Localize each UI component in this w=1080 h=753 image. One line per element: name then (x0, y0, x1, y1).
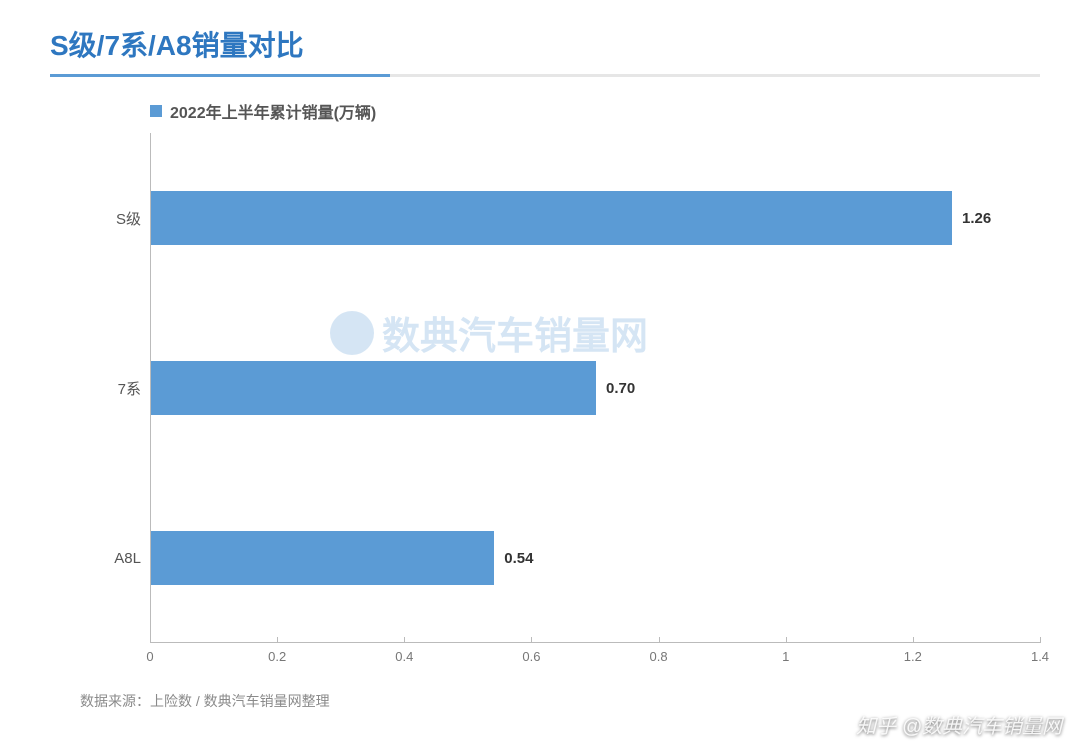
x-tick-mark (786, 637, 787, 643)
title-underline (50, 74, 1040, 77)
legend: 2022年上半年累计销量(万辆) (150, 99, 1040, 123)
x-axis-ticks: 00.20.40.60.811.21.4 (150, 643, 1040, 671)
source-note: 数据来源：上险数 / 数典汽车销量网整理 (80, 691, 1040, 711)
category-label: S级 (91, 208, 141, 229)
x-tick-label: 0.8 (650, 649, 668, 664)
x-tick-label: 0 (146, 649, 153, 664)
chart-area: S级1.267系0.70A8L0.54 00.20.40.60.811.21.4 (50, 133, 1040, 671)
x-tick-mark (531, 637, 532, 643)
x-tick-label: 1.4 (1031, 649, 1049, 664)
bar-row: A8L0.54 (151, 473, 1040, 643)
bar (151, 191, 952, 245)
bar (151, 531, 494, 585)
legend-swatch-icon (150, 105, 162, 117)
x-tick-mark (913, 637, 914, 643)
x-tick-label: 1.2 (904, 649, 922, 664)
chart-container: S级/7系/A8销量对比 2022年上半年累计销量(万辆) S级1.267系0.… (0, 0, 1080, 753)
x-tick-label: 0.6 (522, 649, 540, 664)
plot-area: S级1.267系0.70A8L0.54 (150, 133, 1040, 643)
category-label: A8L (91, 550, 141, 567)
x-tick-mark (659, 637, 660, 643)
bar-value-label: 0.70 (606, 380, 635, 397)
x-tick-label: 0.2 (268, 649, 286, 664)
x-tick-label: 1 (782, 649, 789, 664)
bar (151, 361, 596, 415)
category-label: 7系 (91, 378, 141, 399)
x-tick-mark (277, 637, 278, 643)
x-tick-mark (404, 637, 405, 643)
x-tick-label: 0.4 (395, 649, 413, 664)
chart-title: S级/7系/A8销量对比 (50, 20, 1040, 74)
bar-value-label: 0.54 (504, 550, 533, 567)
bar-value-label: 1.26 (962, 210, 991, 227)
x-tick-mark (150, 637, 151, 643)
watermark-corner: 知乎 @数典汽车销量网 (856, 710, 1062, 739)
x-tick-mark (1040, 637, 1041, 643)
bar-row: 7系0.70 (151, 303, 1040, 473)
legend-label: 2022年上半年累计销量(万辆) (170, 99, 376, 123)
bar-row: S级1.26 (151, 133, 1040, 303)
